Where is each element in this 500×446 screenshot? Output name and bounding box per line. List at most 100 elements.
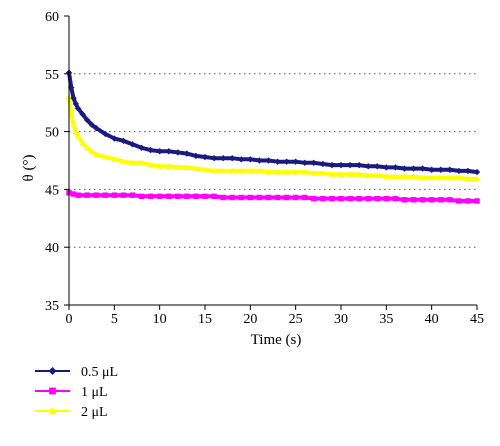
data-point	[238, 167, 245, 174]
data-point	[202, 193, 208, 200]
data-point	[120, 137, 127, 145]
data-point	[256, 167, 263, 174]
data-point	[455, 174, 463, 181]
data-point	[274, 194, 281, 201]
data-point	[219, 154, 227, 162]
legend-item-1: 0.5 μL	[35, 365, 118, 380]
data-point	[247, 194, 254, 201]
data-point	[156, 163, 163, 169]
data-point	[166, 193, 172, 200]
x-tick-label-35: 35	[379, 312, 393, 327]
data-point	[238, 194, 244, 201]
y-tick-label-35: 35	[45, 299, 59, 314]
data-point	[374, 195, 380, 202]
data-point	[274, 158, 281, 165]
data-point	[410, 173, 417, 180]
data-point	[72, 128, 79, 135]
data-point	[292, 168, 299, 175]
data-point	[473, 175, 481, 182]
data-point	[247, 167, 254, 174]
data-point	[102, 192, 108, 198]
data-point	[174, 164, 181, 170]
data-point	[147, 146, 154, 154]
data-point	[256, 194, 263, 201]
data-point	[93, 192, 99, 198]
data-point	[301, 159, 308, 167]
data-point	[120, 158, 127, 165]
data-point	[79, 139, 86, 146]
data-point	[355, 161, 363, 169]
data-point	[374, 172, 381, 179]
data-point	[383, 164, 390, 171]
data-point	[120, 192, 127, 198]
legend-item-2: 1 μL	[35, 385, 108, 400]
data-point	[374, 163, 381, 170]
series-group	[65, 69, 481, 204]
data-point	[88, 148, 95, 154]
data-point	[174, 149, 181, 156]
data-point	[383, 173, 390, 180]
data-point	[283, 158, 290, 165]
data-point	[437, 166, 444, 173]
data-point	[401, 197, 408, 203]
data-point	[184, 193, 190, 200]
x-tick-label-45: 45	[470, 312, 484, 327]
data-point	[410, 197, 417, 203]
data-point	[88, 121, 95, 128]
data-point	[265, 168, 272, 175]
y-tick-label-50: 50	[45, 126, 59, 141]
data-point	[456, 198, 462, 204]
data-point	[365, 163, 372, 170]
x-tick-label-15: 15	[198, 312, 212, 327]
legend-label: 0.5 μL	[81, 365, 118, 380]
y-tick-label-60: 60	[45, 10, 59, 25]
x-tick-label-40: 40	[425, 312, 439, 327]
data-point	[283, 194, 290, 201]
data-point	[347, 195, 353, 202]
data-point	[102, 130, 109, 138]
data-point	[93, 124, 100, 132]
data-point	[219, 167, 227, 174]
data-point	[79, 111, 86, 118]
gridlines	[69, 73, 477, 248]
series-line-1	[67, 72, 478, 175]
data-point	[319, 170, 327, 176]
data-point	[68, 111, 75, 117]
data-point	[419, 174, 426, 181]
data-point	[310, 170, 317, 176]
data-point	[446, 174, 453, 181]
data-point	[147, 161, 154, 168]
x-axis-label: Time (s)	[251, 332, 302, 348]
data-point	[210, 154, 218, 162]
data-point	[138, 193, 145, 200]
y-tick-label-55: 55	[45, 68, 59, 83]
data-point	[201, 153, 209, 161]
data-point	[70, 191, 77, 197]
data-point	[70, 121, 77, 128]
data-point	[355, 171, 363, 177]
data-point	[428, 166, 435, 173]
x-tick-label-0: 0	[66, 312, 73, 327]
data-point	[211, 193, 217, 200]
data-point	[473, 168, 481, 176]
y-axis-label: θ (°)	[21, 155, 37, 182]
y-tick-label-45: 45	[45, 183, 59, 198]
data-point	[72, 100, 79, 108]
data-point	[419, 197, 426, 203]
legend: 0.5 μL 1 μL 2 μL	[35, 365, 118, 420]
series-1	[65, 69, 481, 176]
data-point	[192, 165, 200, 172]
data-point	[175, 193, 181, 200]
data-point	[138, 159, 145, 166]
legend-item-3: 2 μL	[35, 405, 108, 420]
data-point	[156, 148, 163, 155]
data-point	[83, 144, 91, 151]
data-point	[283, 168, 290, 175]
data-point	[111, 156, 118, 162]
data-point	[302, 194, 308, 201]
x-tick-label-30: 30	[334, 312, 348, 327]
x-tick-label-5: 5	[111, 312, 118, 327]
data-point	[238, 156, 245, 163]
data-point	[193, 193, 199, 200]
